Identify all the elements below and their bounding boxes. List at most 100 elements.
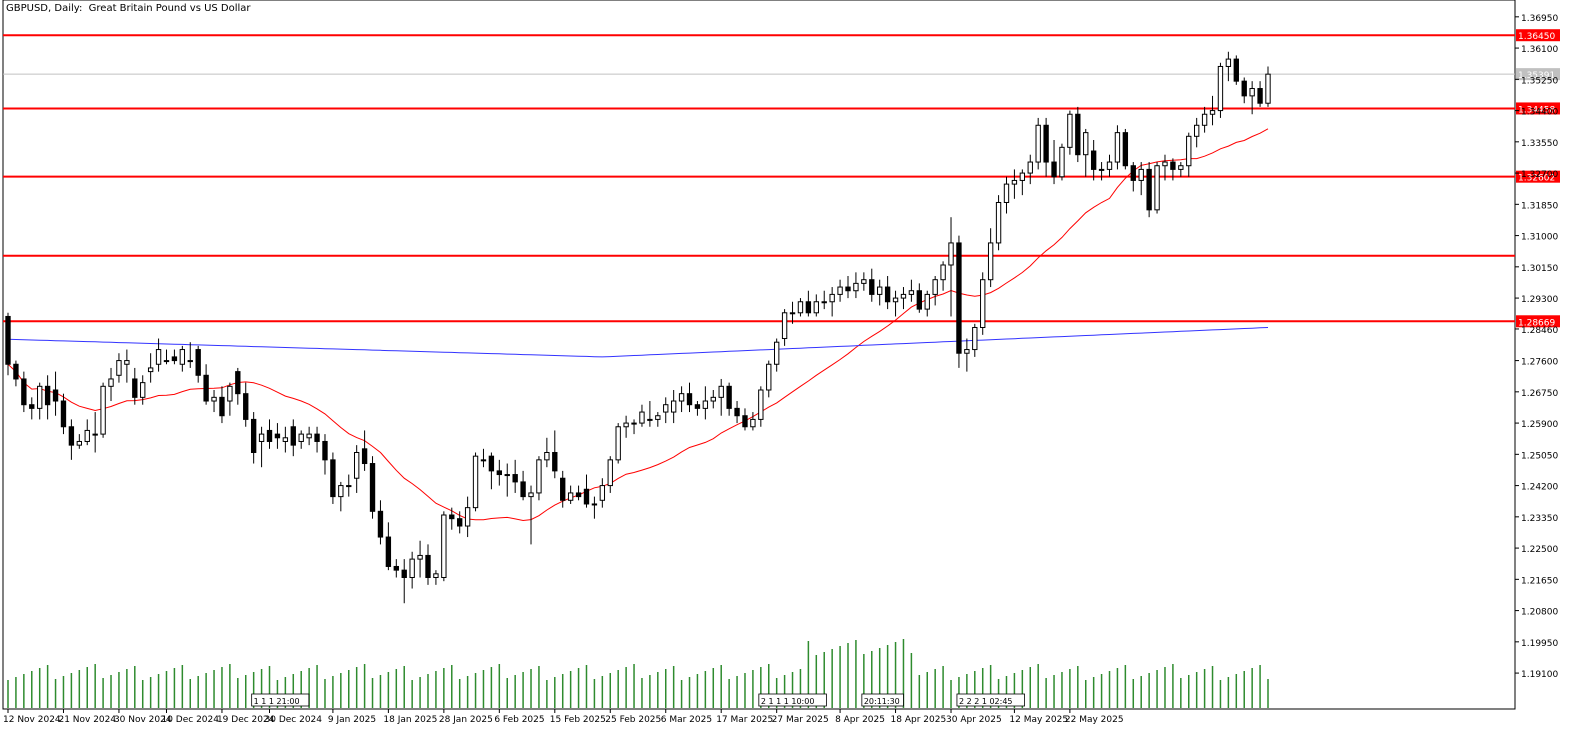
candle-body <box>44 385 51 406</box>
candle-body <box>552 451 558 472</box>
candle-body <box>678 393 685 402</box>
y-tick-label: 1.35250 <box>1521 76 1558 86</box>
candle-body <box>393 565 399 571</box>
candle-body <box>147 367 154 373</box>
candle-body <box>290 426 296 446</box>
candle-body <box>694 404 701 409</box>
candle-body <box>528 492 534 498</box>
current-price-label: 1.35391 <box>1518 71 1555 81</box>
candle-body <box>1106 161 1113 170</box>
chart-title: GBPUSD, Daily: Great Britain Pound vs US… <box>6 3 251 14</box>
y-tick-label: 1.36950 <box>1521 14 1558 24</box>
separator-label: 2 1 1 1 10:00 <box>761 697 815 706</box>
candle-body <box>124 360 130 365</box>
y-tick-label: 1.33550 <box>1521 139 1558 149</box>
x-tick-label: 19 Dec 2024 <box>217 715 275 725</box>
candle-body <box>908 290 915 295</box>
candle-body <box>972 326 978 351</box>
candle-body <box>480 459 487 462</box>
candle-body <box>583 488 590 505</box>
candle-body <box>322 440 328 461</box>
candle-body <box>425 554 431 578</box>
candle-body <box>861 279 867 284</box>
candle-body <box>718 385 724 398</box>
candle-body <box>639 411 645 424</box>
candle-body <box>472 455 479 509</box>
candle-body <box>100 385 106 435</box>
candle-body <box>282 437 289 442</box>
y-tick-label: 1.23350 <box>1521 514 1558 524</box>
x-tick-label: 28 Jan 2025 <box>439 715 493 725</box>
level-label: 1.32602 <box>1518 174 1555 184</box>
candle-body <box>726 385 732 409</box>
candle-body <box>1201 113 1208 126</box>
candle-body <box>916 290 922 310</box>
candle-body <box>766 363 772 391</box>
candle-body <box>504 474 510 477</box>
candle-body <box>179 349 186 365</box>
candle-body <box>781 312 788 340</box>
y-tick-label: 1.30150 <box>1521 264 1558 274</box>
candle-body <box>140 382 146 398</box>
candle-body <box>1265 73 1271 104</box>
candle-body <box>488 455 495 472</box>
candle-body <box>417 554 423 560</box>
period-separator: 2 2 2 1 02:45 <box>956 693 1025 707</box>
candle-body <box>837 286 843 295</box>
y-tick-label: 1.32700 <box>1521 170 1558 180</box>
candle-body <box>1035 124 1041 163</box>
candle-body <box>203 374 209 402</box>
candle-body <box>758 389 764 420</box>
y-tick-label: 1.20800 <box>1521 608 1558 618</box>
candle-body <box>441 514 447 578</box>
candle-body <box>116 360 122 376</box>
candle-body <box>980 279 986 328</box>
candle-body <box>869 279 875 295</box>
candle-body <box>900 293 907 299</box>
candle-body <box>1059 146 1065 178</box>
candle-body <box>750 418 756 428</box>
candle-body <box>1170 161 1176 170</box>
candle-body <box>821 301 827 304</box>
candle-body <box>623 422 629 428</box>
candle-body <box>1233 58 1239 82</box>
candle-body <box>76 440 83 446</box>
candle-body <box>1043 124 1049 163</box>
candle-body <box>92 433 98 436</box>
candle-body <box>385 536 392 567</box>
y-tick-label: 1.36100 <box>1521 45 1558 55</box>
candle-body <box>591 503 598 506</box>
candle-body <box>433 573 439 578</box>
candle-body <box>1186 135 1192 167</box>
candle-body <box>1114 132 1121 163</box>
x-tick-label: 27 Mar 2025 <box>772 715 829 725</box>
candle-body <box>171 356 178 362</box>
candle-body <box>520 481 526 498</box>
x-tick-label: 17 Mar 2025 <box>716 715 773 725</box>
candle-body <box>742 415 748 428</box>
y-tick-label: 1.21650 <box>1521 576 1558 586</box>
y-tick-label: 1.31000 <box>1521 233 1558 243</box>
candle-body <box>37 385 43 409</box>
candle-body <box>409 558 415 578</box>
candle-body <box>1194 124 1200 137</box>
candle-body <box>1003 183 1010 203</box>
candle-body <box>845 286 851 292</box>
candle-body <box>1075 113 1081 156</box>
candle-body <box>250 418 257 453</box>
x-tick-label: 22 May 2025 <box>1065 715 1124 725</box>
candle-body <box>1083 132 1089 156</box>
candle-body <box>219 396 225 417</box>
x-tick-label: 18 Apr 2025 <box>891 715 947 725</box>
candle-body <box>1146 168 1152 211</box>
x-tick-label: 30 Apr 2025 <box>946 715 1002 725</box>
candle-body <box>932 279 938 295</box>
candle-body <box>361 448 368 465</box>
candle-body <box>457 518 463 527</box>
x-tick-label: 15 Feb 2025 <box>550 715 606 725</box>
candle-body <box>575 492 582 498</box>
candle-body <box>1027 161 1033 174</box>
candle-body <box>631 422 637 425</box>
period-separator: 2 1 1 1 10:00 <box>758 693 827 707</box>
